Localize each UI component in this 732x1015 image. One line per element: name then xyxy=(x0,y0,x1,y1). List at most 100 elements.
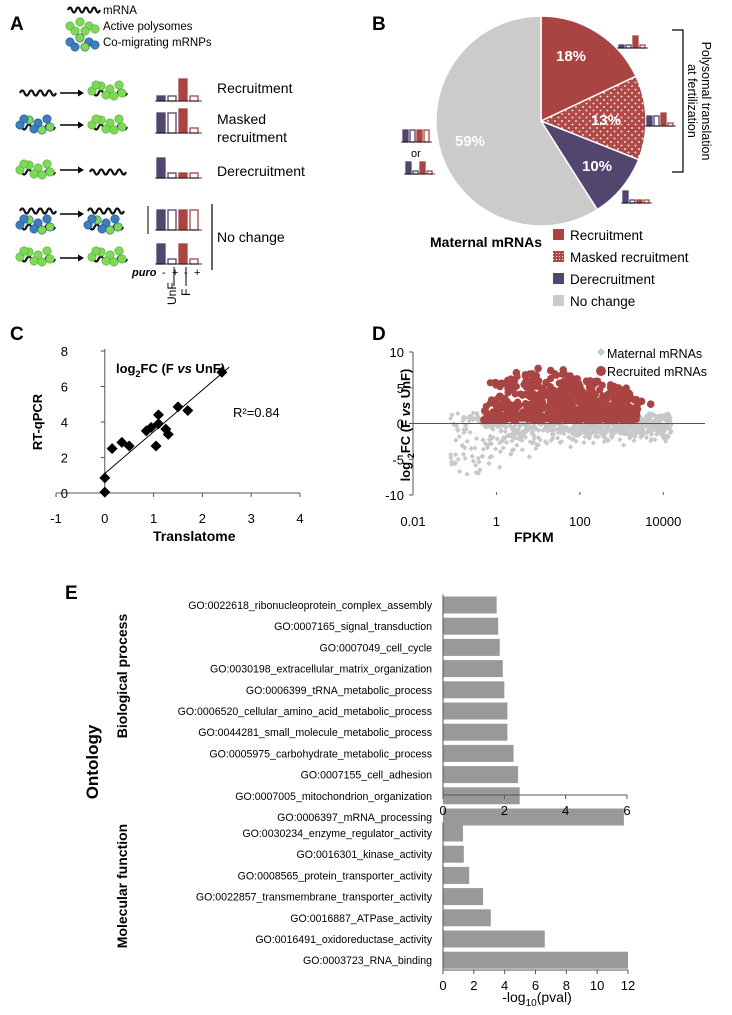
d-maternal-point xyxy=(476,459,482,465)
mrnp-particle xyxy=(45,122,55,132)
legend-label: No change xyxy=(570,294,635,309)
d-maternal-point xyxy=(509,438,515,444)
ribosome xyxy=(101,90,111,100)
go-xtick-label: 10 xyxy=(590,978,604,993)
legend-label: Masked recruitment xyxy=(570,250,689,265)
d-maternal-point xyxy=(665,418,671,424)
legend-mrnp xyxy=(75,33,85,43)
d-maternal-point xyxy=(468,445,474,452)
legend-swatch xyxy=(553,251,564,262)
b-mini-bar-icons xyxy=(401,35,676,204)
d-maternal-point xyxy=(621,428,627,434)
d-maternal-point xyxy=(457,468,463,475)
d-maternal-point xyxy=(592,428,599,434)
d-recruited-point xyxy=(575,390,583,398)
d-maternal-point xyxy=(535,435,541,441)
d-recruited-point xyxy=(587,409,596,417)
mini-bar xyxy=(167,258,177,265)
c-xtick-label: 3 xyxy=(248,511,255,526)
mini-bar xyxy=(178,172,188,179)
d-maternal-point xyxy=(462,455,468,461)
scatter-plot-d: -10 -5 0 5 10 0.01 1 100 10000 xyxy=(385,345,705,529)
mini-bar xyxy=(402,129,409,143)
d-maternal-point xyxy=(569,429,576,435)
d-maternal-point xyxy=(504,439,510,446)
c-ytick-label: 4 xyxy=(61,415,68,430)
d-maternal-point xyxy=(473,469,479,476)
mrnp-particle xyxy=(37,125,47,135)
d-maternal-point xyxy=(573,424,579,431)
d-maternal-point xyxy=(622,423,628,429)
d-recruited-point xyxy=(544,411,553,419)
ribosome xyxy=(117,88,127,98)
c-ytick-label: 0 xyxy=(61,486,68,501)
d-recruited-point xyxy=(513,414,521,423)
d-recruited-point xyxy=(576,382,584,391)
d-maternal-point xyxy=(498,428,504,435)
d-maternal-point xyxy=(500,422,506,428)
d-maternal-point xyxy=(648,430,655,436)
d-maternal-point xyxy=(542,425,548,431)
e-group-bp: Biological process xyxy=(114,614,130,739)
d-recruited-point xyxy=(623,415,631,423)
d-recruited-point xyxy=(531,415,539,423)
d-maternal-point xyxy=(489,453,495,460)
d-recruited-point xyxy=(554,417,563,425)
go-term-label: GO:0006397_mRNA_processing xyxy=(277,812,432,824)
d-maternal-point xyxy=(531,436,537,442)
mini-bar xyxy=(156,95,166,102)
d-recruited-point xyxy=(577,413,586,421)
legend-label: Derecruitment xyxy=(570,272,655,287)
d-maternal-point xyxy=(469,453,475,459)
pie-chart: 18% 13% 10% 59% xyxy=(435,15,647,227)
d-maternal-point xyxy=(462,445,468,451)
d-maternal-point xyxy=(613,427,619,433)
d-maternal-point xyxy=(548,437,554,443)
go-xtick-label: 12 xyxy=(621,978,635,993)
d-maternal-point xyxy=(475,470,482,476)
panel-label-a: A xyxy=(10,14,24,35)
d-maternal-point xyxy=(567,444,574,450)
d-maternal-point xyxy=(624,430,630,436)
mini-bar xyxy=(156,157,166,179)
mini-bar xyxy=(622,190,629,204)
nochange-polysome-2 xyxy=(87,246,128,267)
d-maternal-point xyxy=(656,417,663,423)
go-bar xyxy=(443,681,505,699)
go-bar xyxy=(443,596,497,614)
d-recruited-point xyxy=(495,416,503,424)
mini-bar xyxy=(167,112,177,134)
mini-bar xyxy=(646,115,653,127)
go-xtick-label: 0 xyxy=(439,978,446,993)
d-recruited-point xyxy=(629,410,637,418)
d-maternal-point xyxy=(584,430,590,437)
d-xlabel: FPKM xyxy=(514,529,554,545)
d-maternal-point xyxy=(645,427,652,433)
d-ytick-label: 5 xyxy=(397,381,404,396)
a-label-nochange: No change xyxy=(217,229,285,245)
d-maternal-point xyxy=(649,411,655,417)
d-maternal-point xyxy=(564,425,570,431)
d-maternal-point xyxy=(518,434,524,440)
d-maternal-point xyxy=(464,438,470,445)
a-legend-mrna: mRNA xyxy=(103,5,137,17)
b-masked-icon xyxy=(645,112,676,127)
d-recruited-point xyxy=(591,416,599,425)
d-legend-recruited: Recruited mRNAs xyxy=(607,365,707,379)
legend-swatch xyxy=(553,295,564,306)
mini-bar xyxy=(178,108,188,134)
d-recruited-point xyxy=(495,392,504,401)
d-maternal-point xyxy=(453,451,459,458)
nochange-mrnp-2 xyxy=(83,214,124,235)
b-nochange-icon-1 xyxy=(401,129,432,143)
c-inset-title: log2FC (F vs UnF) xyxy=(116,361,225,379)
b-bracket xyxy=(672,29,684,173)
d-recruited-point xyxy=(625,389,633,397)
d-maternal-point xyxy=(561,425,567,432)
d-recruited-point xyxy=(536,393,545,402)
d-maternal-point xyxy=(566,427,573,433)
d-maternal-point xyxy=(516,423,523,430)
d-maternal-point xyxy=(480,437,486,443)
c-ytick-label: 2 xyxy=(61,451,68,466)
arrow-head xyxy=(78,121,84,129)
